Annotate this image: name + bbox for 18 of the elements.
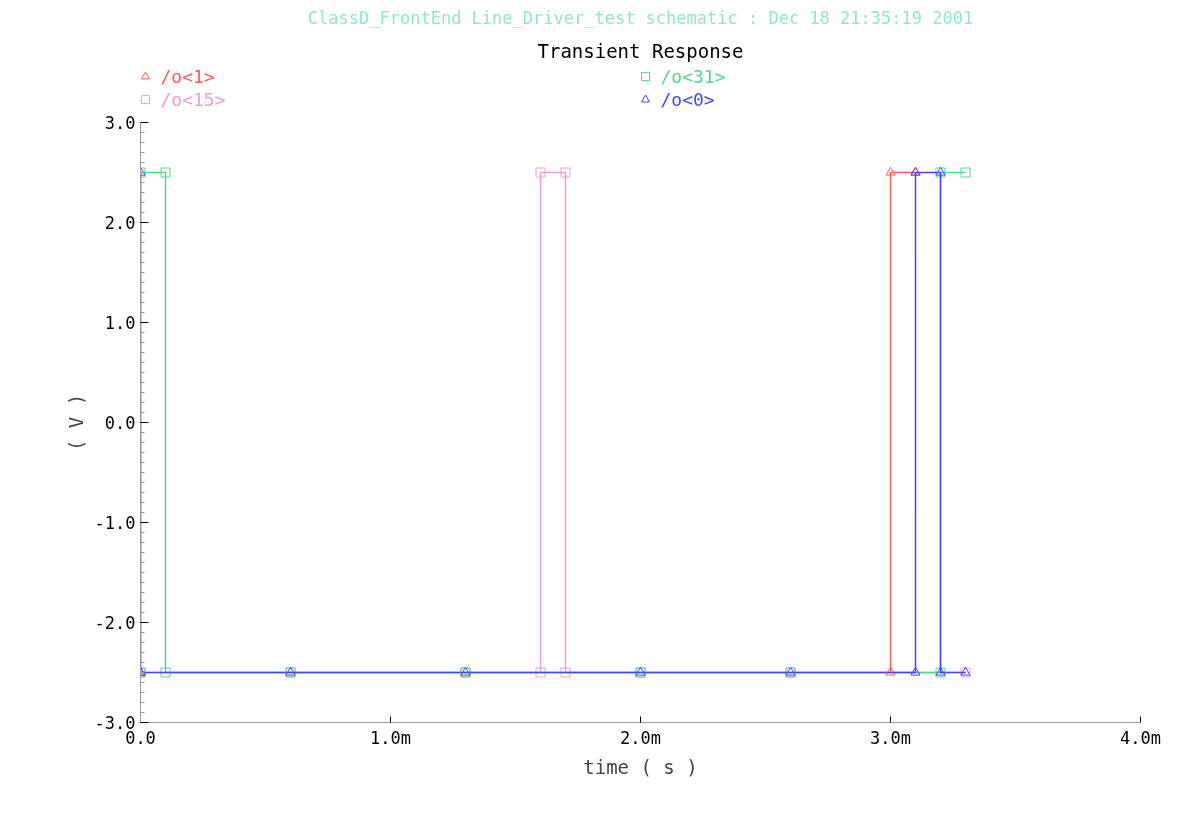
chart-subtitle: ClassD_FrontEnd Line_Driver_test schematic : Dec 18 21:35:19 2001 [307,7,974,28]
legend-label: /o<31> [660,66,726,88]
y-tick-label: -1.0 [94,513,136,533]
x-tick-label: 2.0m [620,727,661,748]
y-tick-label: 3.0 [104,113,136,133]
x-tick-label: 4.0m [1120,727,1161,748]
x-axis-title: time ( s ) [583,755,698,778]
y-axis-title: ( V ) [64,393,87,452]
x-tick-label: 1.0m [370,727,411,748]
legend-label: /o<1> [160,66,215,88]
x-tick-label: 3.0m [870,727,911,748]
y-tick-label: 2.0 [104,213,136,233]
y-tick-label: 1.0 [104,313,136,333]
legend-label: /o<15> [160,89,226,111]
y-tick-label: -2.0 [94,613,136,633]
y-tick-label: 0.0 [104,413,136,433]
chart-title: Transient Response [537,39,744,62]
legend-label: /o<0> [660,89,715,111]
